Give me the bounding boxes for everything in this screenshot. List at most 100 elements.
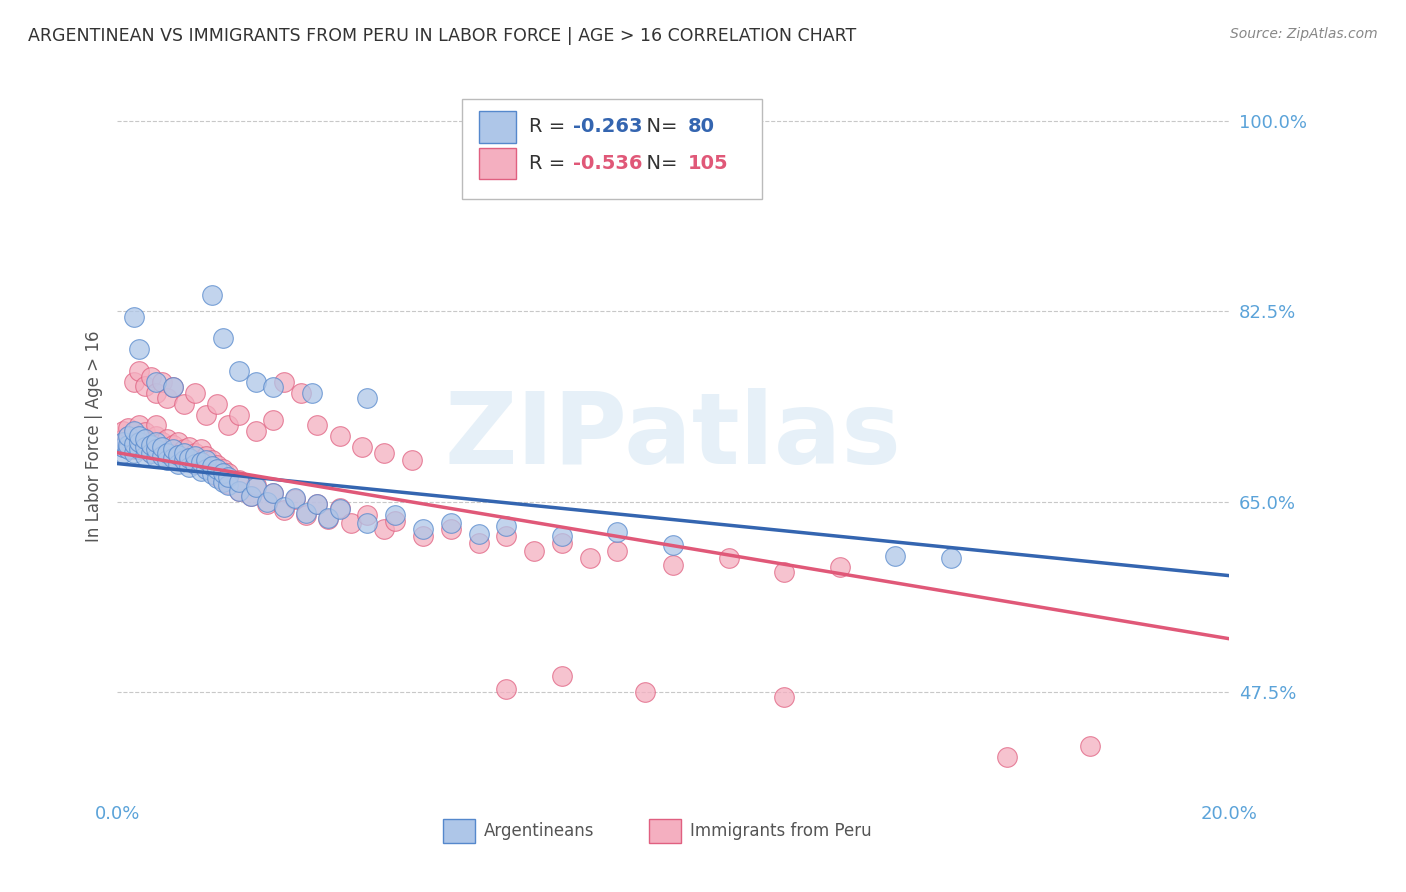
Point	[273, 375, 295, 389]
FancyBboxPatch shape	[478, 112, 516, 143]
Point	[217, 469, 239, 483]
Point	[1078, 739, 1101, 754]
Point	[217, 418, 239, 433]
Point	[495, 681, 517, 696]
Point	[217, 477, 239, 491]
Point	[245, 481, 267, 495]
Point	[211, 475, 233, 489]
Point	[195, 408, 218, 422]
Point	[717, 551, 740, 566]
Point	[122, 424, 145, 438]
Point	[145, 385, 167, 400]
Point	[995, 750, 1018, 764]
Point	[145, 375, 167, 389]
Point	[139, 445, 162, 459]
Point	[440, 522, 463, 536]
Point	[228, 408, 250, 422]
Point	[217, 467, 239, 481]
Point	[139, 438, 162, 452]
Point	[228, 364, 250, 378]
Point	[401, 453, 423, 467]
Point	[228, 483, 250, 498]
Point	[111, 432, 134, 446]
Point	[495, 518, 517, 533]
Point	[122, 425, 145, 439]
Point	[117, 420, 139, 434]
Point	[128, 343, 150, 357]
Point	[201, 467, 224, 482]
Point	[122, 445, 145, 459]
Point	[134, 425, 156, 439]
Point	[150, 445, 173, 459]
Point	[122, 375, 145, 389]
Point	[184, 445, 207, 459]
Point	[211, 462, 233, 476]
Point	[773, 566, 796, 580]
Point	[167, 445, 190, 459]
Point	[195, 453, 218, 467]
Text: Source: ZipAtlas.com: Source: ZipAtlas.com	[1230, 27, 1378, 41]
Point	[162, 380, 184, 394]
Point	[273, 503, 295, 517]
Point	[262, 380, 284, 394]
Point	[128, 364, 150, 378]
Point	[173, 442, 195, 457]
Point	[307, 497, 329, 511]
Point	[173, 453, 195, 467]
Point	[551, 529, 574, 543]
Point	[145, 418, 167, 433]
Point	[139, 445, 162, 459]
Text: -0.536: -0.536	[574, 154, 643, 173]
Point	[156, 453, 179, 467]
Point	[190, 464, 212, 478]
Point	[173, 445, 195, 459]
Text: N=: N=	[634, 154, 683, 173]
Point	[145, 429, 167, 443]
Point	[551, 668, 574, 682]
Point	[328, 429, 350, 443]
Point	[228, 483, 250, 498]
Point	[195, 449, 218, 463]
Point	[173, 453, 195, 467]
Point	[167, 448, 190, 462]
FancyBboxPatch shape	[461, 99, 762, 200]
Y-axis label: In Labor Force | Age > 16: In Labor Force | Age > 16	[86, 331, 103, 542]
Point	[339, 516, 361, 531]
Point	[184, 449, 207, 463]
Point	[201, 464, 224, 478]
Point	[139, 434, 162, 449]
Text: ARGENTINEAN VS IMMIGRANTS FROM PERU IN LABOR FORCE | AGE > 16 CORRELATION CHART: ARGENTINEAN VS IMMIGRANTS FROM PERU IN L…	[28, 27, 856, 45]
Point	[207, 397, 229, 411]
Point	[117, 429, 139, 443]
Point	[117, 438, 139, 452]
Point	[162, 451, 184, 466]
Point	[111, 434, 134, 449]
Point	[139, 369, 162, 384]
FancyBboxPatch shape	[478, 148, 516, 179]
Point	[122, 434, 145, 448]
Point	[828, 560, 851, 574]
Point	[467, 536, 489, 550]
Point	[307, 418, 329, 433]
Point	[662, 538, 685, 552]
Point	[145, 434, 167, 449]
Point	[295, 506, 318, 520]
Point	[111, 445, 134, 459]
Point	[150, 440, 173, 454]
Point	[162, 438, 184, 452]
Point	[773, 690, 796, 705]
Point	[134, 449, 156, 463]
Point	[111, 424, 134, 438]
FancyBboxPatch shape	[648, 819, 681, 844]
Point	[195, 459, 218, 474]
Text: R =: R =	[529, 154, 571, 173]
Point	[128, 432, 150, 446]
Point	[307, 497, 329, 511]
Point	[179, 459, 201, 474]
Point	[201, 458, 224, 473]
Point	[884, 549, 907, 563]
Point	[156, 432, 179, 446]
Point	[134, 434, 156, 448]
Point	[128, 434, 150, 449]
Point	[262, 486, 284, 500]
